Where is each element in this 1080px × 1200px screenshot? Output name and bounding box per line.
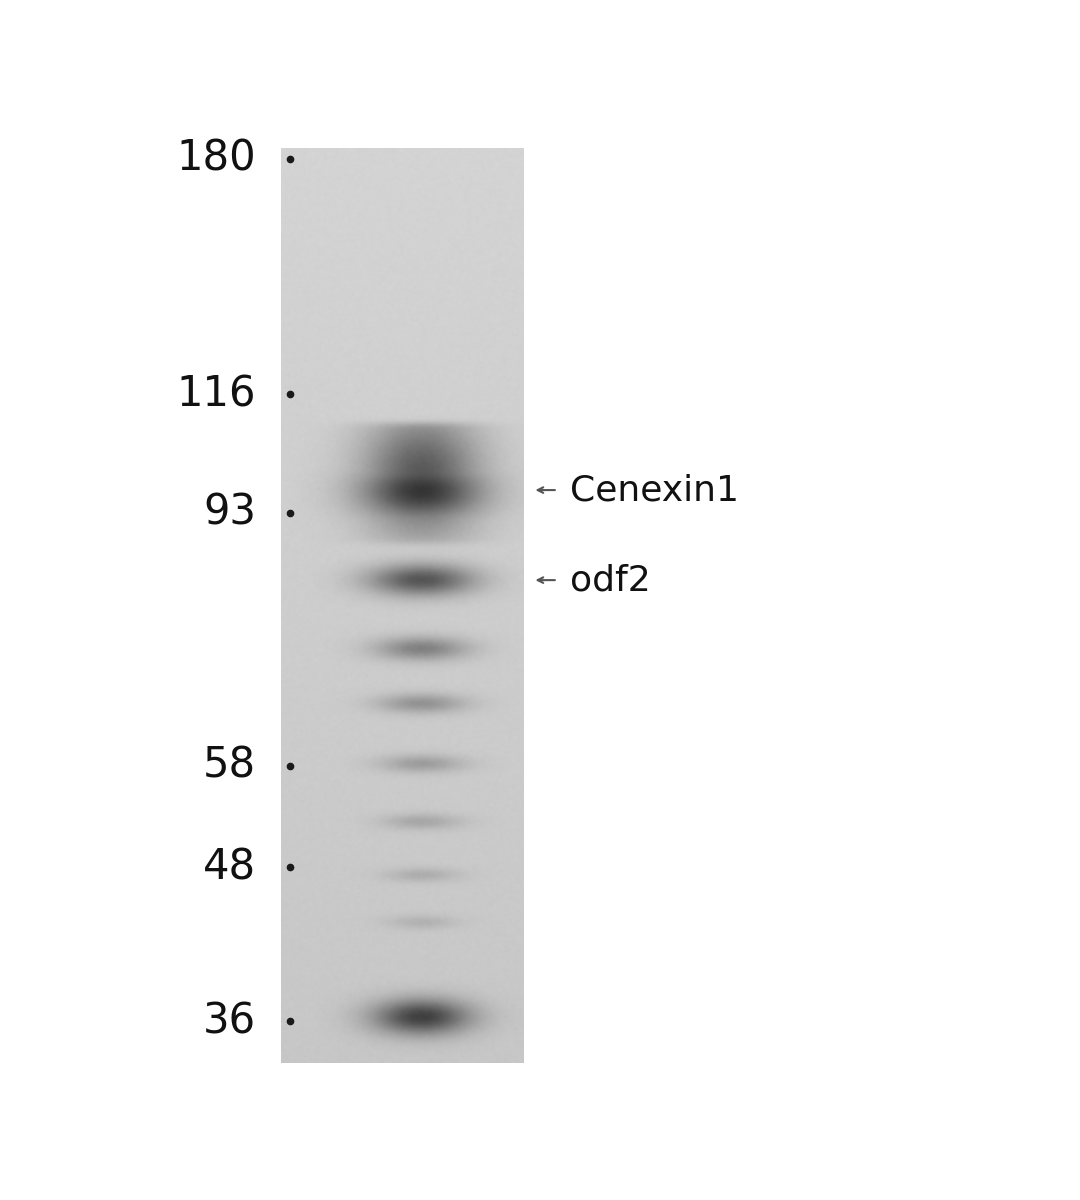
Text: Cenexin1: Cenexin1 <box>570 473 739 508</box>
Text: 180: 180 <box>177 138 256 180</box>
Text: 36: 36 <box>203 1001 256 1043</box>
Text: 93: 93 <box>203 492 256 534</box>
Text: 58: 58 <box>203 745 256 787</box>
Text: odf2: odf2 <box>570 563 651 598</box>
Text: 48: 48 <box>203 846 256 888</box>
Text: 116: 116 <box>177 373 256 415</box>
